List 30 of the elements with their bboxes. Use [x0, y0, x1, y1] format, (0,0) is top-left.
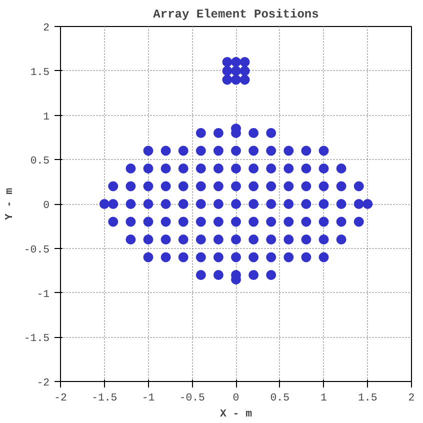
point: [240, 57, 250, 67]
x-tick-label: -0.5: [179, 392, 205, 404]
x-tick-label: 0.5: [270, 392, 290, 404]
point: [231, 57, 241, 67]
x-axis-title: X - m: [220, 408, 252, 420]
point: [231, 74, 241, 85]
x-tick-label: 1: [320, 392, 327, 404]
y-tick-label: -2: [36, 378, 50, 390]
y-tick-label: -0.5: [24, 244, 50, 256]
chart-title: Array Element Positions: [153, 8, 319, 22]
y-tick-label: 0: [43, 200, 50, 212]
point: [222, 66, 232, 76]
point: [240, 66, 250, 76]
x-tick-label: -1: [142, 392, 155, 404]
y-axis-title: Y - m: [4, 188, 16, 220]
point: [222, 74, 232, 85]
x-tick-label: 1.5: [358, 392, 378, 404]
x-tick-label: 0: [232, 392, 240, 404]
point: [240, 74, 250, 85]
y-tick-label: 1: [43, 111, 50, 124]
y-tick-label: 1.5: [30, 66, 50, 79]
point: [231, 66, 241, 76]
point: [222, 57, 232, 67]
y-tick-label: 0.5: [30, 156, 50, 168]
y-tick-label: -1.5: [24, 333, 50, 346]
x-tick-label: -1.5: [92, 392, 118, 404]
x-tick-label: 2: [408, 392, 415, 404]
x-tick-label: -2: [54, 392, 67, 404]
y-tick-label: -1: [36, 288, 50, 301]
y-tick-label: 2: [43, 22, 50, 34]
